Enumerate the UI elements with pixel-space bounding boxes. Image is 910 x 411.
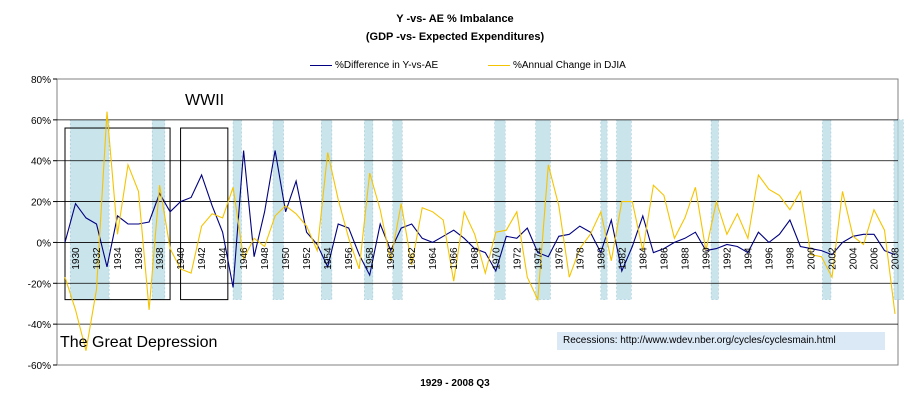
x-tick-label: 1982: [617, 247, 628, 270]
x-tick-label: 1954: [323, 247, 334, 270]
plot-area: [56, 78, 899, 366]
legend-label-djia: %Annual Change in DJIA: [513, 60, 626, 71]
x-tick-label: 1932: [92, 247, 103, 270]
recession-band-9: [600, 119, 608, 300]
x-tick-label: 1992: [722, 247, 733, 270]
chart-subtitle: (GDP -vs- Expected Expenditures): [365, 31, 545, 43]
x-tick-label: 1968: [470, 247, 481, 270]
great-depression-annotation: The Great Depression: [60, 334, 218, 351]
recessions-source-box: Recessions: http://www.wdev.nber.org/cyc…: [557, 332, 885, 350]
recession-band-6: [392, 119, 403, 300]
highlight-box-1: [180, 127, 229, 301]
x-tick-label: 1940: [176, 247, 187, 270]
x-tick-label: 1942: [197, 247, 208, 270]
x-tick-label: 2000: [806, 247, 817, 270]
x-tick-label: 1930: [71, 247, 82, 270]
x-tick-label: 1986: [659, 247, 670, 270]
x-tick-label: 1948: [260, 247, 271, 270]
legend-item-difference: %Difference in Y-vs-AE: [310, 60, 438, 71]
series-line-1: [64, 111, 896, 351]
recession-band-4: [321, 119, 333, 300]
x-tick-label: 1988: [680, 247, 691, 270]
recession-band-7: [494, 119, 506, 300]
x-tick-label: 1980: [596, 247, 607, 270]
x-tick-label: 1950: [281, 247, 292, 270]
x-tick-label: 1970: [491, 247, 502, 270]
legend-swatch-djia: [488, 65, 510, 66]
y-tick-label: 80%: [31, 75, 51, 86]
y-tick-label: 40%: [31, 157, 51, 168]
x-tick-label: 1958: [365, 247, 376, 270]
highlight-box-0: [64, 127, 171, 301]
x-tick-label: 1960: [386, 247, 397, 270]
x-tick-label: 1996: [764, 247, 775, 270]
x-tick-label: 2004: [849, 247, 860, 270]
x-tick-label: 1978: [575, 247, 586, 270]
y-tick-label: -40%: [28, 320, 51, 331]
y-tick-label: -60%: [28, 361, 51, 372]
y-tick-label: 60%: [31, 116, 51, 127]
x-tick-label: 1956: [344, 247, 355, 270]
recession-band-8: [535, 119, 551, 300]
series-line-0: [64, 150, 896, 288]
recession-band-0: [69, 119, 110, 300]
y-tick-label: 0%: [37, 238, 52, 249]
x-tick-label: 1994: [743, 247, 754, 270]
x-tick-label: 1944: [218, 247, 229, 270]
wwii-annotation: WWII: [185, 92, 225, 109]
x-tick-label: 1998: [785, 247, 796, 270]
y-tick-label: -20%: [28, 279, 51, 290]
x-tick-label: 1938: [155, 247, 166, 270]
x-tick-label: 2006: [870, 247, 881, 270]
legend-item-djia: %Annual Change in DJIA: [488, 60, 626, 71]
x-axis-caption: 1929 - 2008 Q3: [420, 378, 490, 389]
legend-swatch-difference: [310, 65, 332, 66]
recession-band-13: [893, 119, 904, 300]
x-tick-label: 1990: [701, 247, 712, 270]
chart-title: Y -vs- AE % Imbalance: [396, 13, 514, 25]
x-tick-label: 1952: [302, 247, 313, 270]
x-tick-label: 1964: [428, 247, 439, 270]
y-tick-label: 20%: [31, 198, 51, 209]
x-tick-label: 1962: [407, 247, 418, 270]
x-tick-label: 2002: [828, 247, 839, 270]
x-tick-label: 1984: [638, 247, 649, 270]
x-tick-label: 1976: [554, 247, 565, 270]
legend-label-difference: %Difference in Y-vs-AE: [335, 60, 439, 71]
x-tick-label: 1934: [113, 247, 124, 270]
x-tick-label: 1946: [239, 247, 250, 270]
recession-band-10: [616, 119, 632, 300]
x-tick-label: 1936: [134, 247, 145, 270]
x-tick-label: 2008: [891, 247, 902, 270]
recession-band-1: [151, 119, 166, 300]
x-tick-label: 1966: [449, 247, 460, 270]
x-tick-label: 1972: [512, 247, 523, 270]
x-tick-label: 1974: [533, 247, 544, 270]
